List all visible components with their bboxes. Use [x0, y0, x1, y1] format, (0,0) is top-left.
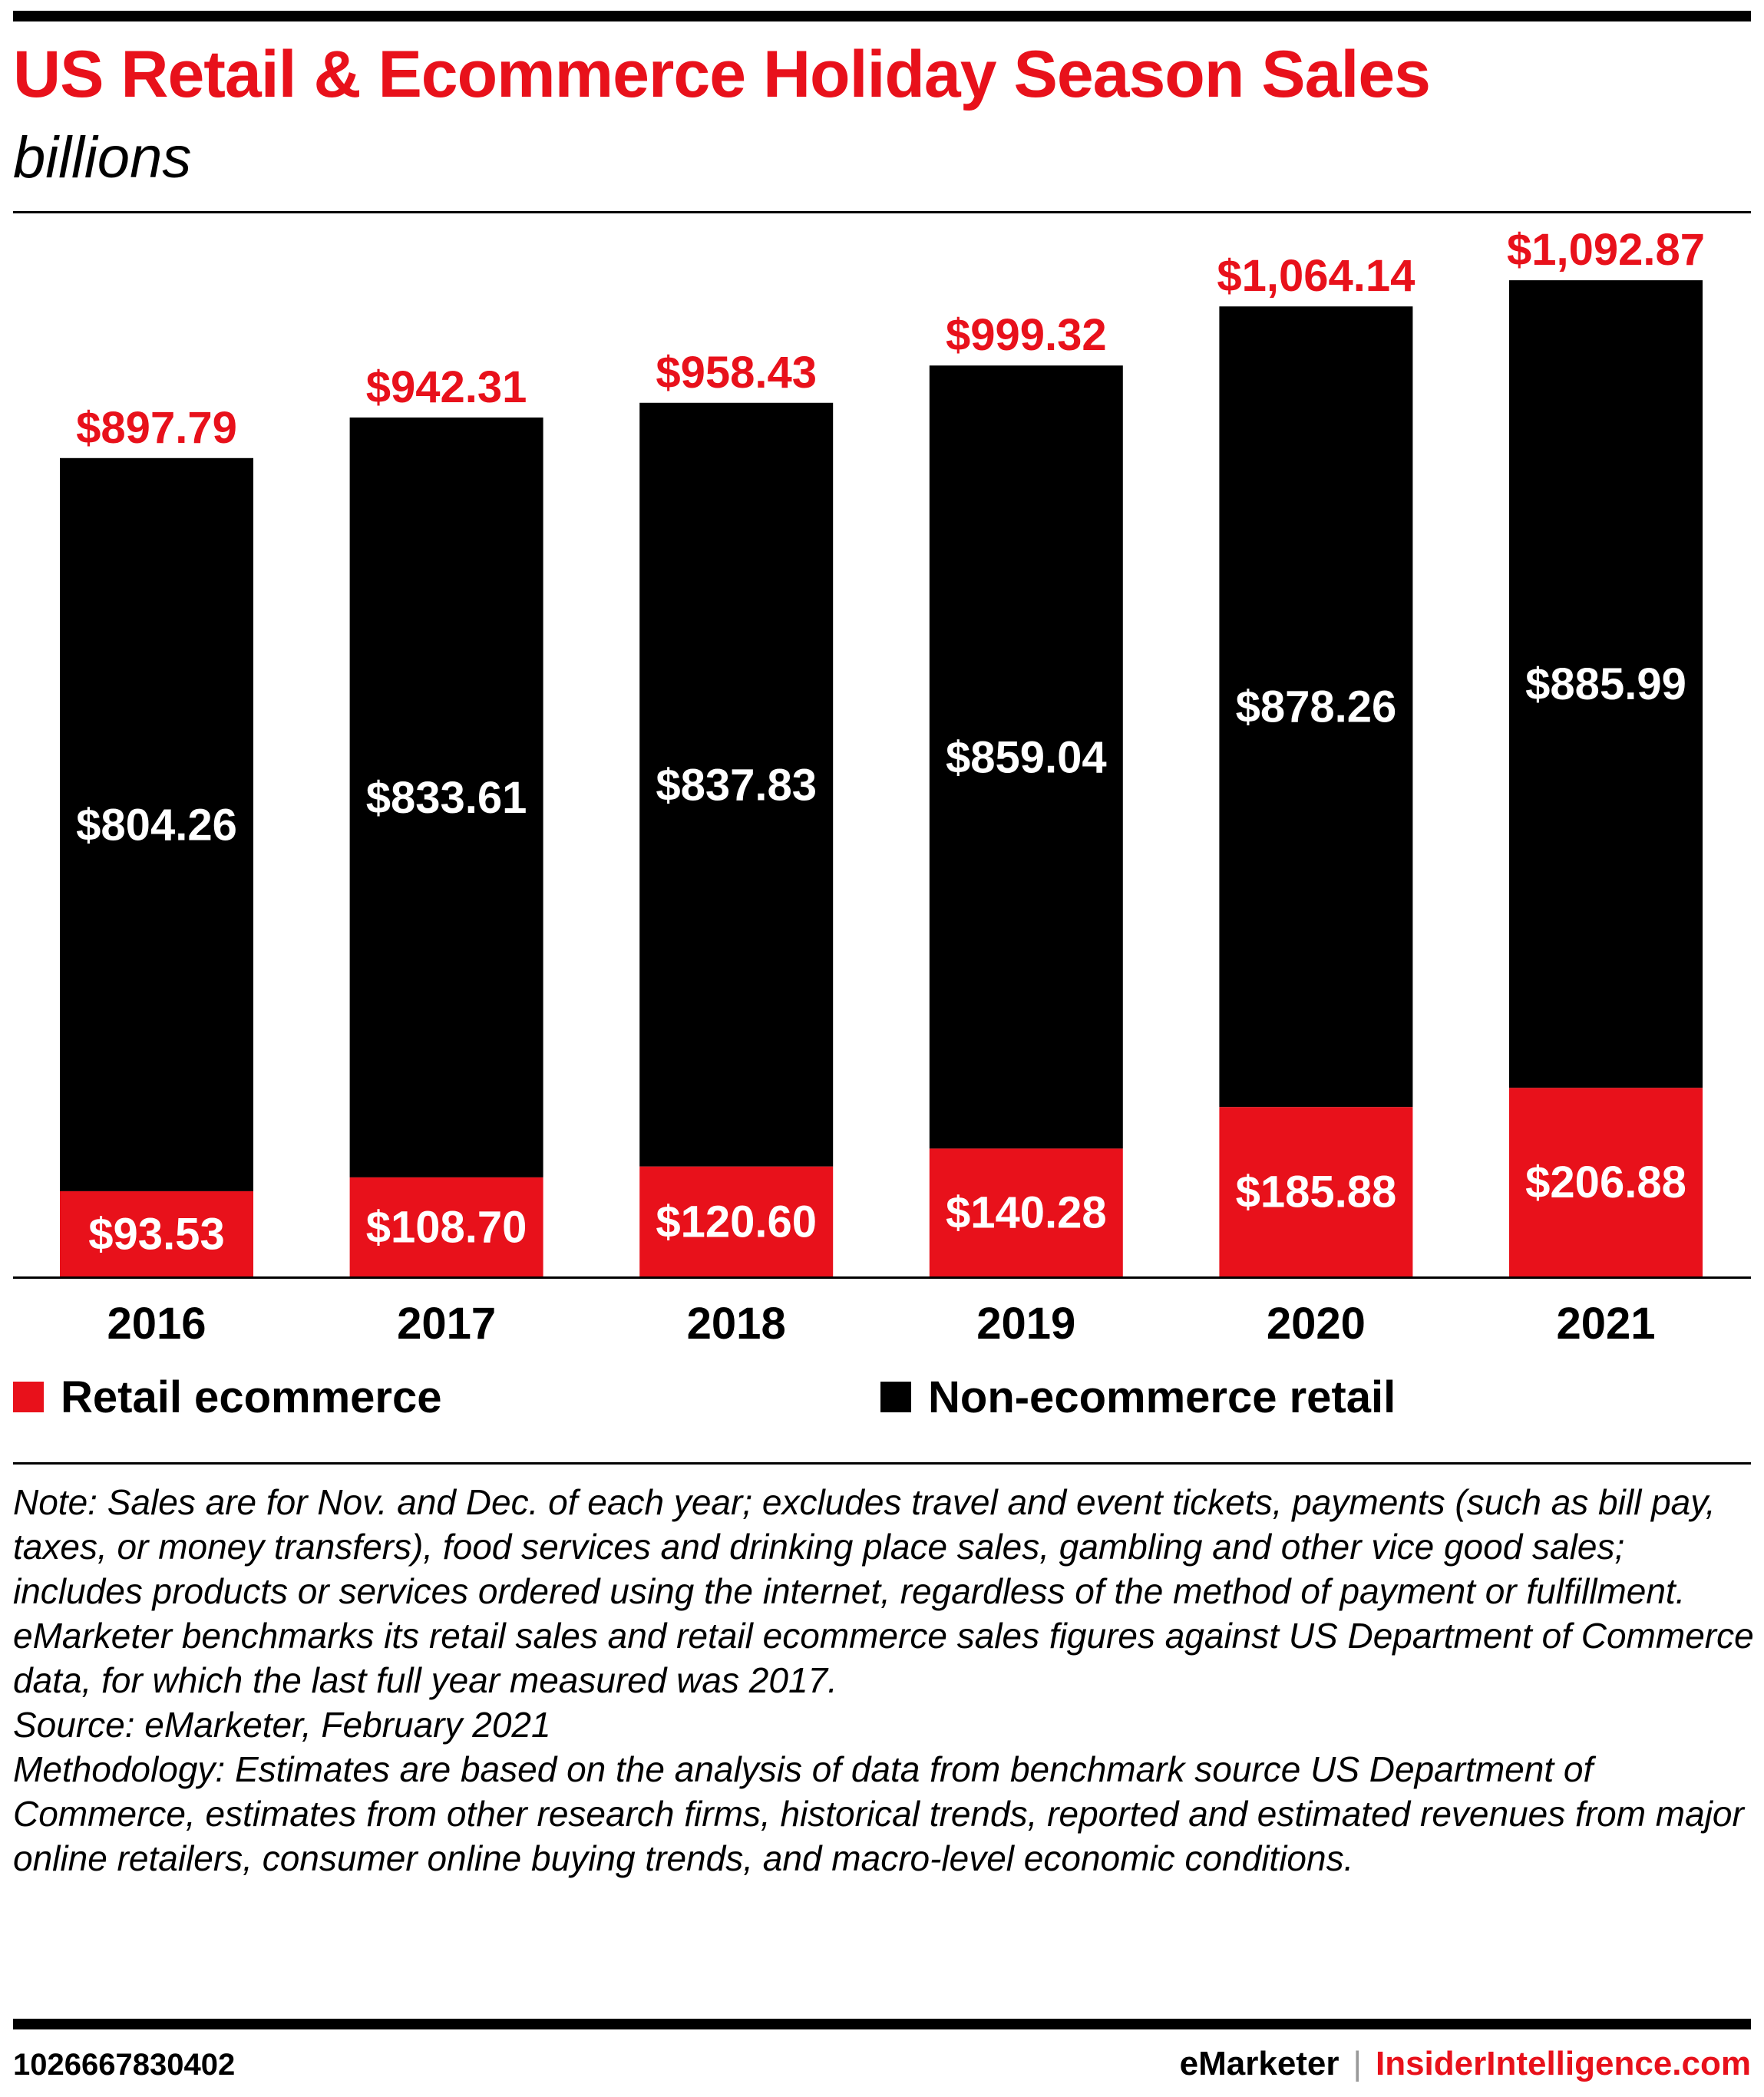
brand-separator: |	[1353, 2045, 1362, 2082]
label-ecommerce-2019: $140.28	[946, 1188, 1107, 1238]
brand-name: eMarketer	[1179, 2045, 1340, 2082]
legend-swatch-non-ecommerce	[880, 1382, 911, 1412]
x-tick-2020: 2020	[1267, 1299, 1366, 1349]
label-total-2021: $1,092.87	[1507, 225, 1705, 275]
bar-non-ecommerce-2019	[929, 365, 1123, 1149]
chart-title: US Retail & Ecommerce Holiday Season Sal…	[13, 38, 1431, 111]
methodology-text: Methodology: Estimates are based on the …	[13, 1749, 1744, 1878]
legend-label-ecommerce: Retail ecommerce	[61, 1372, 442, 1422]
x-axis-line	[13, 1276, 1751, 1279]
bar-ecommerce-2020	[1219, 1107, 1413, 1276]
bar-non-ecommerce-2017	[349, 417, 543, 1177]
label-non-ecommerce-2020: $878.26	[1236, 682, 1397, 732]
bar-non-ecommerce-2020	[1219, 306, 1413, 1108]
label-non-ecommerce-2017: $833.61	[366, 773, 527, 823]
label-non-ecommerce-2019: $859.04	[946, 732, 1107, 782]
label-ecommerce-2020: $185.88	[1236, 1167, 1397, 1217]
label-non-ecommerce-2021: $885.99	[1525, 659, 1686, 709]
label-ecommerce-2017: $108.70	[366, 1202, 527, 1252]
footer-brand: eMarketer | InsiderIntelligence.com	[1180, 2045, 1751, 2083]
bar-ecommerce-2021	[1509, 1088, 1703, 1276]
label-non-ecommerce-2016: $804.26	[76, 800, 237, 850]
label-total-2016: $897.79	[76, 403, 237, 453]
bar-ecommerce-2018	[639, 1166, 834, 1276]
bar-non-ecommerce-2016	[60, 457, 253, 1191]
x-tick-2016: 2016	[107, 1299, 206, 1349]
label-non-ecommerce-2018: $837.83	[656, 760, 817, 810]
bar-ecommerce-2019	[929, 1148, 1123, 1276]
bar-non-ecommerce-2018	[639, 402, 834, 1167]
notes-divider	[13, 1462, 1751, 1465]
label-total-2017: $942.31	[366, 362, 527, 412]
legend-swatch-ecommerce	[13, 1382, 44, 1412]
bar-non-ecommerce-2021	[1509, 280, 1703, 1088]
label-ecommerce-2018: $120.60	[656, 1197, 817, 1247]
stacked-bar-chart: $93.53 $804.26 $897.79 2016 $108.70 $833.61 $9…	[13, 225, 1751, 1349]
label-total-2019: $999.32	[946, 310, 1107, 360]
legend-label-non-ecommerce: Non-ecommerce retail	[928, 1372, 1396, 1422]
legend-item-retail-ecommerce: Retail ecommerce	[13, 1366, 441, 1428]
x-tick-2017: 2017	[397, 1299, 496, 1349]
label-total-2020: $1,064.14	[1217, 251, 1415, 301]
top-rule	[13, 11, 1751, 21]
legend-item-non-ecommerce-retail: Non-ecommerce retail	[880, 1366, 1396, 1428]
footer-rule	[13, 2019, 1751, 2029]
label-ecommerce-2021: $206.88	[1525, 1157, 1686, 1207]
x-tick-2018: 2018	[687, 1299, 786, 1349]
bar-ecommerce-2017	[349, 1177, 543, 1276]
x-tick-2019: 2019	[976, 1299, 1075, 1349]
brand-site: InsiderIntelligence.com	[1375, 2045, 1751, 2082]
bar-ecommerce-2016	[60, 1191, 253, 1276]
source-text: Source: eMarketer, February 2021	[13, 1705, 551, 1745]
chart-subtitle: billions	[13, 125, 192, 190]
notes-block: Note: Sales are for Nov. and Dec. of eac…	[13, 1480, 1756, 1881]
title-divider	[13, 211, 1751, 213]
x-tick-2021: 2021	[1556, 1299, 1655, 1349]
chart-id: 1026667830402	[13, 2048, 236, 2082]
label-total-2018: $958.43	[656, 348, 817, 398]
note-text: Note: Sales are for Nov. and Dec. of eac…	[13, 1482, 1754, 1700]
label-ecommerce-2016: $93.53	[88, 1209, 224, 1259]
